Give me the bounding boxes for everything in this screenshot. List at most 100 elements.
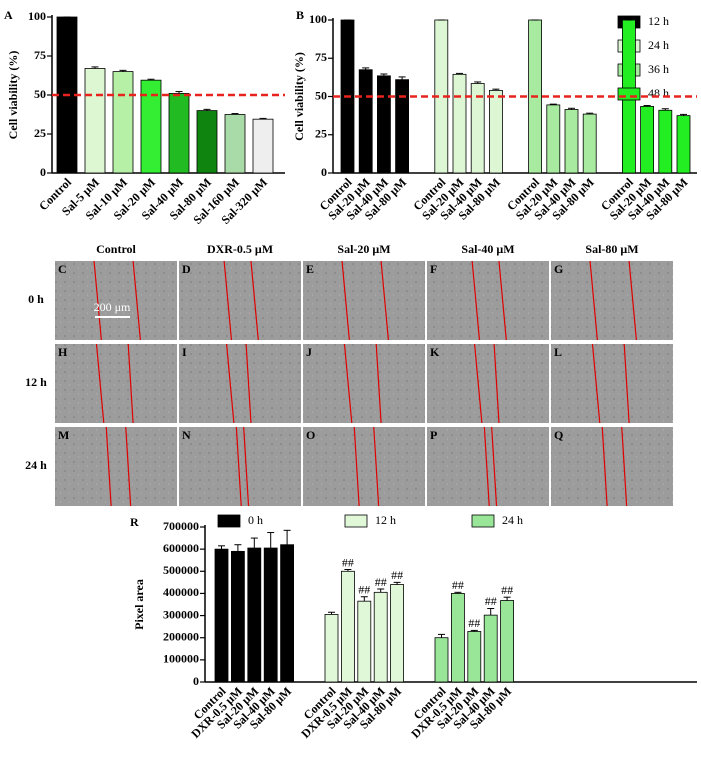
wound-edge [589, 260, 598, 341]
error-bar [503, 596, 511, 601]
micrograph [427, 344, 549, 423]
wound-edge [250, 260, 259, 341]
bar [395, 79, 410, 174]
wound-edge [341, 260, 350, 341]
y-tick-label: 0 [40, 165, 46, 179]
y-tick-label: 300000 [163, 607, 199, 621]
legend-swatch [217, 514, 241, 528]
panel-label: J [306, 345, 312, 359]
error-bar [456, 72, 463, 75]
micrograph [551, 344, 673, 423]
wound-edge [380, 260, 389, 341]
panel-label: Q [554, 428, 563, 442]
y-tick-label: 50 [34, 87, 46, 101]
y-axis-label: Cell viability (%) [6, 51, 20, 140]
bar [214, 548, 229, 683]
legend-swatch [344, 514, 368, 528]
micrograph [303, 261, 425, 340]
annotation: ## [468, 616, 480, 630]
y-tick-label: 100000 [163, 652, 199, 666]
y-tick-label: 700000 [163, 519, 199, 533]
bar [112, 71, 134, 174]
panel-label: C [58, 262, 67, 276]
error-bar [398, 76, 406, 80]
y-tick-label: 600000 [163, 541, 199, 555]
legend-label: 24 h [502, 513, 523, 527]
column-header: Sal-20 μM [337, 242, 390, 256]
micrograph [55, 427, 177, 506]
error-bar [377, 588, 385, 593]
bar [280, 544, 295, 683]
error-bar [661, 108, 669, 111]
bar [546, 104, 561, 174]
panel-label: K [430, 345, 440, 359]
wound-edge [373, 426, 380, 507]
wound-edge [95, 343, 105, 424]
error-bar [393, 581, 401, 585]
panel-label: L [554, 345, 562, 359]
legend-label: 0 h [248, 513, 263, 527]
wound-edge [223, 260, 233, 341]
bar [658, 109, 673, 174]
bar [230, 550, 245, 683]
annotation: ## [501, 583, 513, 597]
error-bar [586, 112, 594, 115]
wound-edge [498, 260, 507, 341]
bar [483, 614, 498, 683]
error-bar [492, 88, 500, 91]
bar [500, 600, 515, 683]
wound-edge [105, 426, 112, 507]
error-bar [250, 537, 258, 549]
wound-edge [225, 343, 235, 424]
bar [263, 547, 278, 683]
error-bar [267, 532, 275, 549]
legend-swatch [617, 87, 641, 101]
error-bar [380, 73, 388, 76]
error-bar [470, 629, 478, 632]
panel-label: B [296, 8, 304, 22]
wound-edge [93, 260, 102, 341]
annotation: ## [485, 594, 497, 608]
micrograph [303, 427, 425, 506]
legend-label: 12 h [375, 513, 396, 527]
scale-bar-label: 200 μm [94, 300, 131, 314]
micrograph [55, 344, 177, 423]
panel-label: G [554, 262, 563, 276]
error-bar [454, 591, 462, 594]
panel-label: N [182, 428, 191, 442]
bar [168, 93, 190, 174]
error-bar [438, 633, 445, 638]
bar [357, 600, 372, 683]
panel-label: A [4, 8, 13, 22]
micrograph [55, 261, 177, 340]
error-bar [203, 108, 211, 111]
error-bar [474, 81, 482, 84]
bar [376, 75, 391, 174]
annotation: ## [452, 578, 464, 592]
row-label: 0 h [28, 292, 44, 306]
column-header: DXR-0.5 μM [207, 242, 273, 256]
wound-edge [621, 426, 628, 507]
y-tick-label: 25 [315, 127, 327, 141]
bar [640, 106, 654, 174]
micrograph [303, 344, 425, 423]
wound-edge [125, 426, 132, 507]
bar [390, 584, 405, 683]
bar [247, 547, 262, 683]
y-tick-label: 200000 [163, 629, 199, 643]
error-bar [218, 545, 225, 550]
legend-swatch [471, 514, 495, 528]
wound-edge [483, 426, 490, 507]
panel-label: O [306, 428, 315, 442]
wound-edge [591, 343, 601, 424]
bar [373, 591, 388, 683]
error-bar [328, 611, 335, 615]
y-tick-label: 0 [321, 165, 327, 179]
error-bar [680, 113, 687, 116]
wound-edge [493, 343, 500, 424]
column-header: Control [96, 242, 136, 256]
bar [84, 68, 106, 174]
error-bar [549, 103, 557, 105]
error-bar [175, 91, 183, 94]
bar [224, 114, 246, 174]
